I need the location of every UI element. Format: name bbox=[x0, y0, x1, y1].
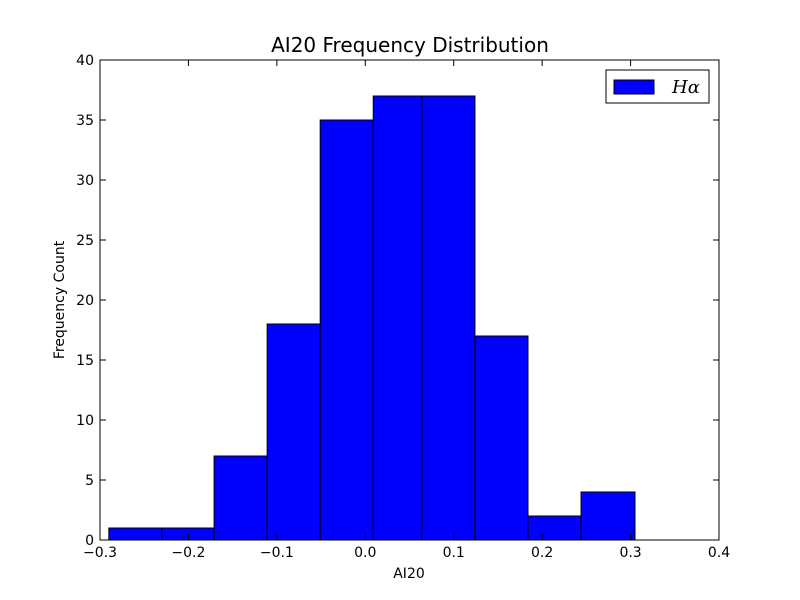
legend-label: Hα bbox=[671, 77, 700, 98]
histogram-bar-9 bbox=[580, 491, 636, 541]
y-tick-label-6: 30 bbox=[76, 173, 94, 189]
legend-swatch bbox=[613, 79, 655, 95]
histogram-bar-4 bbox=[319, 119, 374, 541]
x-tick-label-7: 0.4 bbox=[708, 545, 730, 561]
x-tick-label-1: −0.2 bbox=[171, 545, 205, 561]
y-tick-label-1: 5 bbox=[85, 473, 94, 489]
x-tick-label-3: 0.0 bbox=[354, 545, 376, 561]
x-axis-title: AI20 bbox=[393, 566, 425, 582]
histogram-bar-6 bbox=[421, 95, 476, 541]
x-ticks-group: −0.3 −0.2 −0.1 0.0 0.1 0.2 0.3 0.4 bbox=[83, 60, 730, 561]
bars-group bbox=[108, 95, 636, 541]
x-tick-label-6: 0.3 bbox=[619, 545, 641, 561]
histogram-bar-2 bbox=[213, 455, 268, 541]
y-tick-label-0: 0 bbox=[85, 533, 94, 549]
chart-title: AI20 Frequency Distribution bbox=[271, 33, 549, 57]
y-tick-label-5: 25 bbox=[76, 233, 94, 249]
x-tick-label-0: −0.3 bbox=[83, 545, 117, 561]
histogram-bar-3 bbox=[266, 323, 321, 541]
legend: Hα bbox=[605, 69, 710, 104]
y-tick-label-7: 35 bbox=[76, 113, 94, 129]
histogram-bar-5 bbox=[372, 95, 423, 541]
y-tick-label-4: 20 bbox=[76, 293, 94, 309]
x-tick-label-4: 0.1 bbox=[443, 545, 465, 561]
x-tick-label-5: 0.2 bbox=[531, 545, 553, 561]
y-tick-label-8: 40 bbox=[76, 53, 94, 69]
y-ticks-group: 0 5 10 15 20 25 30 35 40 bbox=[76, 53, 719, 549]
y-tick-label-2: 10 bbox=[76, 413, 94, 429]
y-tick-label-3: 15 bbox=[76, 353, 94, 369]
x-tick-label-2: −0.1 bbox=[260, 545, 294, 561]
histogram-bar-0 bbox=[108, 527, 163, 541]
y-axis-title: Frequency Count bbox=[52, 240, 68, 359]
histogram-bar-8 bbox=[527, 515, 582, 541]
histogram-bar-7 bbox=[474, 335, 529, 541]
